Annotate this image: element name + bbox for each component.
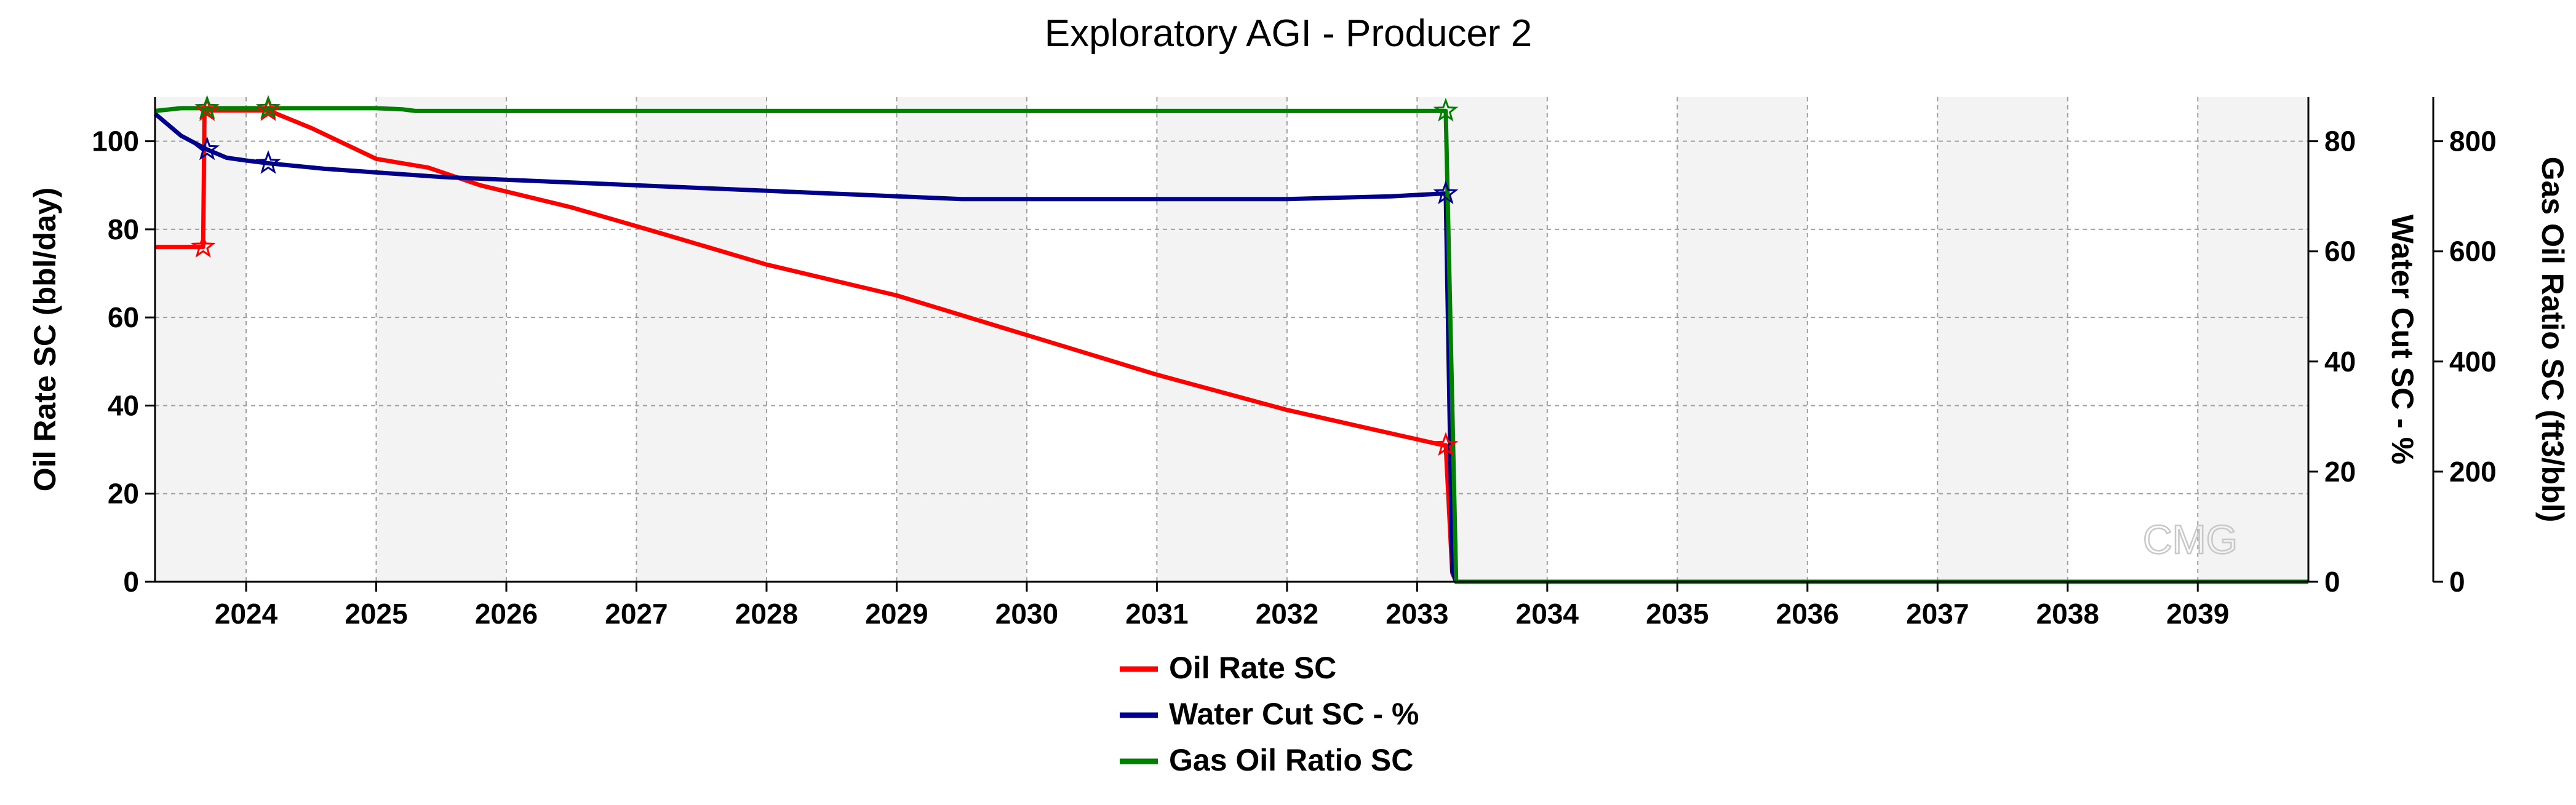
oil-axis-tick-label: 80 <box>108 213 139 245</box>
water-cut-axis-tick-label: 0 <box>2324 566 2340 598</box>
legend: Oil Rate SC Water Cut SC - % Gas Oil Ratio… <box>1120 651 1419 777</box>
x-tick-label: 2037 <box>1906 598 1969 630</box>
plot-background <box>155 97 2308 582</box>
star-marker <box>255 150 281 174</box>
x-tick-label: 2028 <box>735 598 798 630</box>
gor-axis-tick-label: 400 <box>2449 346 2497 378</box>
cmg-watermark: CMG <box>2142 516 2238 563</box>
x-tick-label: 2031 <box>1125 598 1188 630</box>
x-tick-label: 2034 <box>1516 598 1579 630</box>
star-marker <box>1433 432 1459 456</box>
oil-axis-label: Oil Rate SC (bbl/day) <box>28 188 62 492</box>
water-cut-axis-tick-label: 60 <box>2324 236 2356 268</box>
x-tick-label: 2027 <box>605 598 668 630</box>
gor-axis-tick-label: 200 <box>2449 456 2497 488</box>
year-band <box>1937 97 2068 582</box>
gor-axis-tick-label: 0 <box>2449 566 2465 598</box>
star-marker <box>190 234 216 258</box>
year-band <box>1677 97 1808 582</box>
gor-axis-tick-label: 800 <box>2449 125 2497 157</box>
x-tick-label: 2025 <box>345 598 407 630</box>
water-cut-axis-tick-label: 80 <box>2324 125 2356 157</box>
year-band <box>1417 97 1547 582</box>
oil-axis-tick-label: 100 <box>92 125 139 157</box>
year-band <box>2198 97 2308 582</box>
star-marker <box>1433 180 1459 205</box>
legend-label: Gas Oil Ratio SC <box>1169 743 1413 777</box>
series-line-water-cut-sc <box>153 112 2308 584</box>
watermark-text: CMG <box>2143 517 2238 562</box>
star-marker <box>1433 98 1459 122</box>
x-tick-label: 2024 <box>215 598 278 630</box>
x-tick-label: 2032 <box>1256 598 1318 630</box>
chart-title: Exploratory AGI - Producer 2 <box>1045 12 1533 55</box>
marker-layer <box>190 95 1459 456</box>
x-tick-label: 2033 <box>1386 598 1448 630</box>
star-marker <box>255 95 281 119</box>
x-tick-label: 2030 <box>995 598 1058 630</box>
oil-axis-tick-label: 40 <box>108 389 139 421</box>
star-marker <box>194 95 220 119</box>
gor-axis-label: Gas Oil Ratio SC (ft3/bbl) <box>2535 157 2570 522</box>
axes-layer: 2024 2025 2026 2027 2028 2029 2030 2031 2032 2033… <box>28 97 2570 630</box>
legend-label: Water Cut SC - % <box>1169 697 1419 731</box>
series-layer <box>153 106 2308 584</box>
oil-axis-tick-label: 20 <box>108 478 139 510</box>
star-marker <box>194 136 220 161</box>
x-tick-label: 2038 <box>2036 598 2099 630</box>
x-tick-label: 2036 <box>1776 598 1839 630</box>
gor-axis-tick-label: 600 <box>2449 236 2497 268</box>
oil-axis-tick-label: 0 <box>123 566 139 598</box>
year-band <box>636 97 767 582</box>
x-tick-label: 2029 <box>865 598 928 630</box>
year-band <box>155 97 247 582</box>
year-band <box>896 97 1027 582</box>
legend-label: Oil Rate SC <box>1169 651 1336 685</box>
x-tick-label: 2039 <box>2166 598 2229 630</box>
water-cut-axis-tick-label: 40 <box>2324 346 2356 378</box>
x-tick-label: 2035 <box>1646 598 1709 630</box>
water-cut-axis-label: Water Cut SC - % <box>2385 215 2420 465</box>
oil-axis-tick-label: 60 <box>108 301 139 333</box>
x-tick-label: 2026 <box>475 598 538 630</box>
year-band <box>1157 97 1287 582</box>
grid-lines <box>155 97 2308 582</box>
series-line-oil-rate-sc <box>155 108 2308 584</box>
series-line-gas-oil-ratio-sc <box>154 106 2308 584</box>
water-cut-axis-tick-label: 20 <box>2324 456 2356 488</box>
